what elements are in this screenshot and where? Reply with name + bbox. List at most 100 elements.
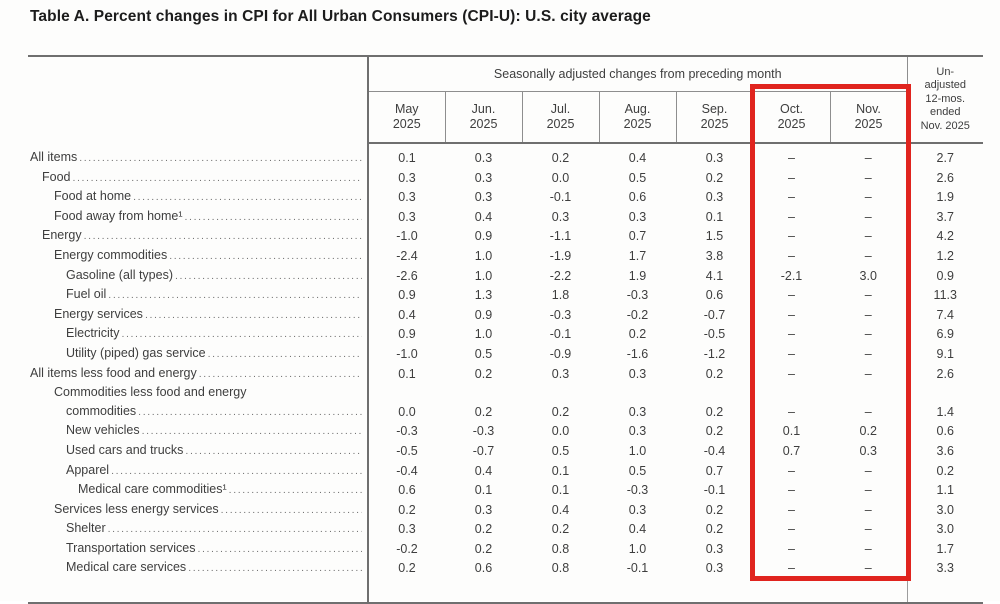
cell-value: – [788, 366, 795, 381]
month-label: Oct. [780, 102, 803, 116]
cell-value: -0.1 [626, 561, 649, 576]
cell-value: 3.0 [859, 268, 877, 283]
column-header-jun: Jun. 2025 [444, 91, 522, 144]
cell-value: 0.8 [551, 561, 570, 576]
table-row: Gasoline (all types)....................… [28, 265, 983, 286]
table-row: Medical care commodities¹...............… [28, 480, 983, 500]
month-label: Jun. [471, 102, 496, 116]
cell-value: -0.1 [549, 327, 572, 342]
cell-value: -1.0 [396, 346, 418, 361]
month-label: May [394, 102, 419, 116]
cell-value: 0.3 [398, 190, 416, 205]
dot-leader: ........................................… [175, 269, 362, 282]
cell-value: – [788, 170, 795, 185]
cell-value: 0.2 [705, 170, 724, 185]
cell-unadjusted-12mo: 9.1 [906, 343, 983, 364]
month-label: Jul. [550, 102, 571, 116]
cell-value: 0.1 [782, 424, 801, 439]
cell-value: -2.6 [396, 268, 418, 283]
cell-value: – [788, 404, 795, 419]
dot-leader: ........................................… [72, 171, 363, 184]
row-label-text: Energy services [54, 306, 143, 321]
table-row: Electricity.............................… [28, 324, 983, 344]
cell-value: -0.9 [549, 346, 572, 361]
cell-value: 0.3 [859, 443, 877, 458]
cell-unadjusted-12mo: 3.0 [906, 499, 983, 520]
dot-leader: ........................................… [207, 347, 362, 360]
cell-value: 0.6 [628, 190, 647, 205]
cell-value: -1.6 [626, 346, 649, 361]
table-row: Medical care services...................… [28, 558, 983, 579]
cell-value: 0.0 [551, 170, 570, 185]
row-label-text: Fuel oil [66, 287, 107, 302]
cell-unadjusted-12mo: 7.4 [906, 304, 983, 325]
cell-value: 0.3 [398, 209, 416, 224]
cell-value: -1.1 [549, 229, 572, 244]
year-label: 2025 [854, 117, 883, 131]
dot-leader: ........................................… [188, 562, 362, 575]
cell-value: – [864, 327, 872, 342]
cell-value: -0.7 [472, 443, 495, 458]
cell-value: – [864, 151, 872, 165]
cell-value: 0.7 [782, 443, 801, 458]
table-row: Energy..................................… [28, 226, 983, 246]
row-label-text: Medical care commodities¹ [78, 482, 227, 497]
cell-value: 0.3 [551, 366, 570, 381]
cell-value: 0.2 [551, 404, 570, 419]
cell-value: 0.7 [628, 229, 647, 244]
row-label: All items...............................… [28, 143, 369, 168]
cell-value: – [864, 288, 872, 303]
cell-value: 0.2 [859, 424, 877, 439]
cell-value: -0.5 [396, 443, 418, 458]
cell-value: – [864, 522, 872, 537]
cell-unadjusted-12mo: 2.6 [906, 167, 983, 188]
row-label: Energy services.........................… [28, 304, 369, 325]
cell-unadjusted-12mo: 1.2 [906, 245, 983, 266]
cell-value: – [788, 151, 795, 165]
cell-value: -1.0 [396, 229, 418, 244]
group-header-row: Seasonally adjusted changes from precedi… [28, 56, 983, 144]
cell-value: 0.0 [551, 424, 570, 439]
table-row: Food away from home¹....................… [28, 206, 983, 227]
cell-unadjusted-12mo: 1.1 [906, 480, 983, 500]
cell-value: 0.2 [705, 366, 724, 381]
row-label-text: Energy [42, 228, 82, 243]
table-row: Used cars and trucks....................… [28, 440, 983, 461]
cell-value: 0.9 [398, 288, 416, 303]
column-header-may: May 2025 [368, 91, 445, 144]
row-label: Electricity.............................… [28, 324, 369, 344]
cell-value: 0.5 [551, 443, 570, 458]
table-row: Apparel.................................… [28, 460, 983, 481]
cell-value: – [788, 522, 795, 537]
table-row: Food at home............................… [28, 187, 983, 207]
year-label: 2025 [623, 117, 652, 131]
cell-value: 0.6 [398, 483, 416, 498]
dot-leader: ........................................… [83, 230, 362, 243]
cell-value: -2.2 [549, 268, 572, 283]
row-label: All items less food and energy..........… [28, 363, 369, 384]
dot-leader: ........................................… [185, 444, 362, 457]
cell-value: – [864, 209, 872, 224]
cell-value: 0.3 [474, 151, 493, 165]
cell-value: 0.9 [474, 307, 493, 322]
cell-value: 0.2 [705, 424, 724, 439]
cell-value: 0.9 [398, 327, 416, 342]
month-label: Nov. [856, 102, 881, 116]
cell-unadjusted-12mo: 11.3 [906, 285, 983, 305]
cell-value: 0.3 [628, 209, 647, 224]
dot-leader: ........................................… [138, 405, 362, 418]
cell-value: -2.1 [780, 268, 803, 283]
cell-value: – [788, 561, 795, 576]
cell-value: 0.4 [474, 209, 493, 224]
row-label-text: Used cars and trucks [66, 442, 184, 457]
cell-unadjusted-12mo: 0.2 [906, 460, 983, 481]
cell-value: – [788, 541, 795, 556]
cell-value: 0.6 [705, 288, 724, 303]
row-label: Food at home............................… [28, 187, 369, 207]
row-label-text: Energy commodities [54, 247, 168, 262]
cell-unadjusted-12mo: 0.6 [906, 421, 983, 441]
dot-leader: ........................................… [107, 523, 362, 536]
dot-leader: ........................................… [79, 152, 362, 164]
cell-value: 0.2 [474, 522, 493, 537]
cell-value: 1.0 [474, 248, 493, 263]
